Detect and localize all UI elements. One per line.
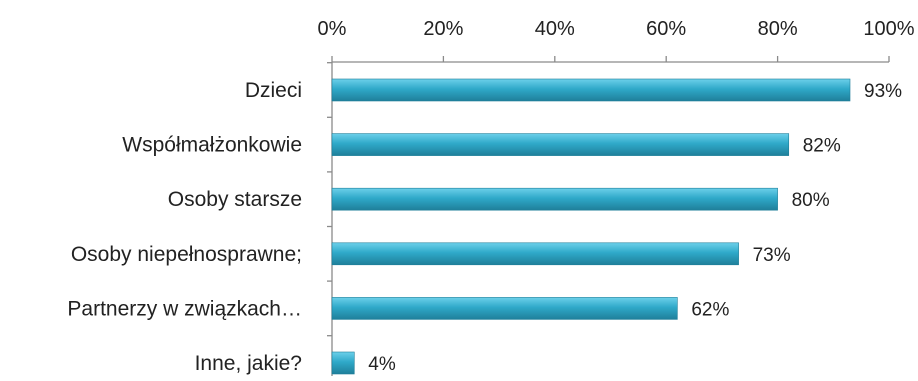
category-label: Partnerzy w związkach… <box>67 297 302 320</box>
category-label: Osoby starsze <box>168 188 302 211</box>
x-tick-label: 40% <box>535 18 575 40</box>
x-tick-label: 20% <box>423 18 463 40</box>
category-label: Współmałżonkowie <box>122 134 302 157</box>
bar <box>331 187 778 211</box>
x-tick-label: 0% <box>318 18 347 40</box>
bars <box>331 78 851 375</box>
data-label: 73% <box>753 245 791 266</box>
bar <box>331 351 355 375</box>
data-label: 82% <box>803 136 841 157</box>
x-axis: 0% 20% 40% 60% 80% 100% <box>318 18 915 381</box>
data-label: 80% <box>792 190 830 211</box>
category-label: Inne, jakie? <box>195 352 302 375</box>
data-label: 93% <box>864 81 902 102</box>
bar <box>331 297 678 320</box>
bar <box>331 242 739 266</box>
category-label: Dzieci <box>245 79 302 102</box>
bar <box>331 78 851 102</box>
labels: Dzieci 93% Współmałżonkowie 82% Osoby starsz… <box>67 79 902 375</box>
category-label: Osoby niepełnosprawne; <box>71 243 302 266</box>
data-label: 62% <box>691 299 729 320</box>
bar <box>331 133 790 156</box>
x-tick-label: 60% <box>646 18 686 40</box>
x-tick-label: 100% <box>863 18 914 40</box>
x-tick-label: 80% <box>758 18 798 40</box>
data-label: 4% <box>368 354 396 375</box>
